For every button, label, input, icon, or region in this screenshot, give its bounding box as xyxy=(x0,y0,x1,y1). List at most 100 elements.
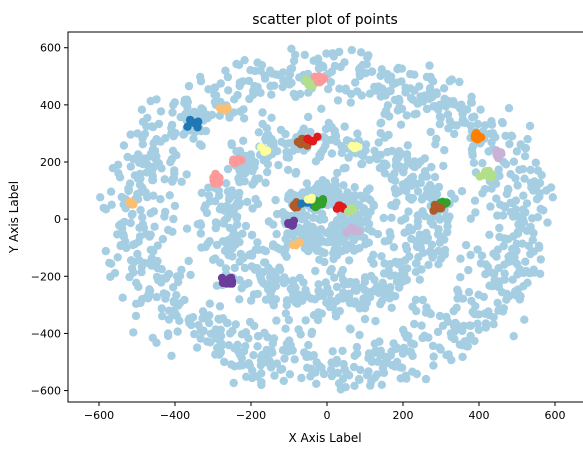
data-point xyxy=(260,74,270,83)
data-point xyxy=(197,104,206,113)
data-point xyxy=(464,287,474,297)
data-point xyxy=(307,329,316,339)
data-point xyxy=(138,213,147,222)
cluster-point xyxy=(318,196,328,206)
data-point xyxy=(117,192,127,202)
data-point xyxy=(380,169,390,178)
data-point xyxy=(224,86,233,95)
data-point xyxy=(267,345,276,355)
data-point xyxy=(324,84,333,94)
data-point xyxy=(354,374,364,384)
data-point xyxy=(96,193,105,202)
data-point xyxy=(362,60,371,69)
data-point xyxy=(322,49,331,58)
data-point xyxy=(317,104,326,114)
data-point xyxy=(284,315,294,325)
data-point xyxy=(507,131,516,140)
data-point xyxy=(264,130,273,139)
data-point xyxy=(400,228,409,237)
data-point xyxy=(381,159,390,169)
data-point xyxy=(186,270,195,280)
data-point xyxy=(223,72,233,82)
data-point xyxy=(225,113,234,122)
x-tick-label: 200 xyxy=(393,409,414,422)
data-point xyxy=(376,128,385,138)
data-point xyxy=(232,214,241,223)
data-point xyxy=(366,195,375,205)
data-point xyxy=(254,128,263,137)
data-point xyxy=(365,155,374,165)
cluster-point xyxy=(290,203,300,212)
data-point xyxy=(420,154,429,163)
data-point xyxy=(253,342,262,351)
data-point xyxy=(304,247,313,256)
data-point xyxy=(394,147,404,156)
data-point xyxy=(214,186,223,195)
data-point xyxy=(353,129,362,138)
data-point xyxy=(156,195,165,204)
data-point xyxy=(356,48,366,57)
data-point xyxy=(376,351,385,360)
data-point xyxy=(280,276,289,285)
data-point xyxy=(406,93,416,103)
data-point xyxy=(258,119,267,129)
data-point xyxy=(492,252,501,261)
data-point xyxy=(229,378,238,388)
data-point xyxy=(106,259,116,268)
data-point xyxy=(412,109,421,119)
data-point xyxy=(249,90,258,99)
data-point xyxy=(157,265,166,274)
data-point xyxy=(483,262,493,271)
data-point xyxy=(326,365,336,374)
data-point xyxy=(488,281,497,291)
data-point xyxy=(284,153,294,162)
data-point xyxy=(478,159,487,168)
data-point xyxy=(387,213,396,222)
data-point xyxy=(487,120,497,129)
data-point xyxy=(419,171,429,181)
data-point xyxy=(467,92,476,102)
data-point xyxy=(457,187,467,196)
data-point xyxy=(124,184,133,193)
data-point xyxy=(430,101,439,111)
data-point xyxy=(204,191,214,200)
data-point xyxy=(211,83,220,92)
data-point xyxy=(246,249,255,259)
data-point xyxy=(312,246,322,255)
data-point xyxy=(453,294,462,303)
data-point xyxy=(285,70,295,79)
x-axis-ticks: −600 −400 −200 0 200 400 600 xyxy=(84,402,566,422)
data-point xyxy=(143,294,153,303)
data-point xyxy=(106,187,116,196)
data-point xyxy=(379,213,388,223)
data-point xyxy=(126,130,135,139)
data-point xyxy=(242,372,251,381)
data-point xyxy=(404,158,413,168)
data-point xyxy=(345,371,354,380)
data-point xyxy=(546,183,556,192)
data-point xyxy=(466,250,475,260)
data-point xyxy=(281,309,291,318)
data-point xyxy=(201,126,211,136)
data-point xyxy=(425,180,435,190)
data-point xyxy=(211,91,221,100)
data-point xyxy=(257,60,267,70)
data-point xyxy=(513,181,522,190)
data-point xyxy=(539,206,548,215)
data-point xyxy=(509,157,519,166)
data-point xyxy=(196,334,205,343)
data-point xyxy=(383,70,392,79)
cluster-point xyxy=(293,137,303,147)
data-point xyxy=(171,128,180,138)
data-point xyxy=(235,188,244,198)
data-point xyxy=(180,129,189,138)
data-point xyxy=(393,96,402,105)
data-point xyxy=(329,52,338,61)
data-point xyxy=(408,351,417,361)
data-point xyxy=(142,168,151,177)
data-point xyxy=(282,296,292,305)
data-point xyxy=(469,158,479,167)
data-point xyxy=(436,113,445,123)
data-point xyxy=(237,354,246,363)
data-point xyxy=(373,370,382,379)
